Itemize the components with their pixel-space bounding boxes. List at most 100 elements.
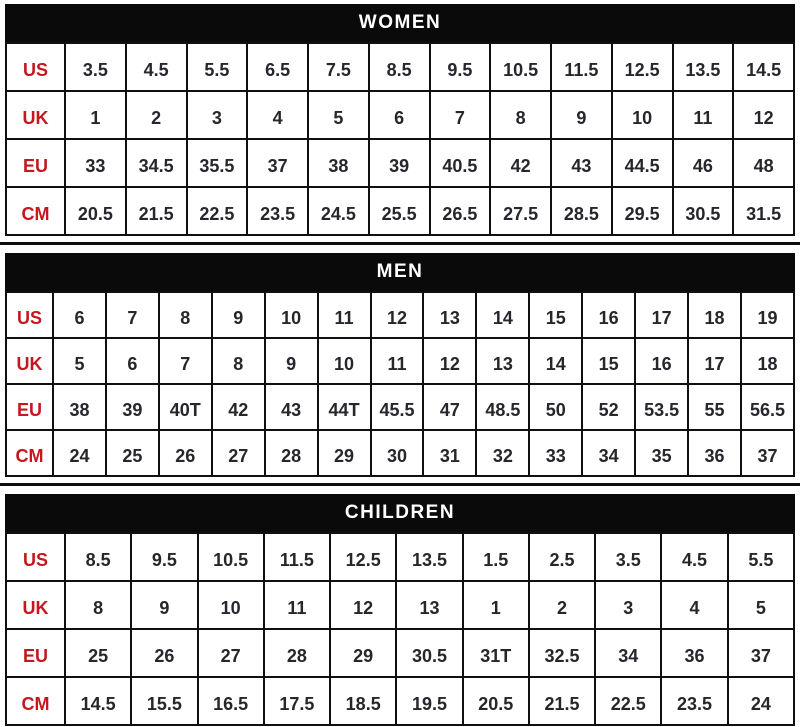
table-row: UK 8 9 10 11 12 13 1 2 3 4 5: [5, 580, 796, 630]
size-cell: 16: [581, 291, 637, 339]
size-cell: 52: [581, 383, 637, 431]
size-cell: 14.5: [63, 676, 133, 726]
size-cell: 42: [489, 138, 552, 188]
size-cell: 3.5: [64, 42, 127, 92]
table-title-children: CHILDREN: [5, 494, 795, 532]
size-cell: 26: [157, 429, 213, 477]
size-cell: 18: [687, 291, 742, 339]
size-cell: 26.5: [428, 186, 492, 236]
size-cell: 44.5: [610, 138, 674, 188]
size-cell: 8.5: [63, 532, 133, 582]
size-cell: 23.5: [660, 676, 729, 726]
size-cell: 53.5: [634, 383, 690, 431]
size-cell: 11: [671, 90, 735, 140]
children-size-grid: US 8.5 9.5 10.5 11.5 12.5 13.5 1.5 2.5 3.5 4.5 5.5 U…: [5, 532, 796, 726]
size-cell: 6: [52, 291, 107, 339]
size-cell: 8.5: [367, 42, 431, 92]
size-cell: 34.5: [124, 138, 188, 188]
size-cell: 12: [422, 337, 478, 385]
table-title-women: WOMEN: [5, 4, 795, 42]
size-cell: 5: [726, 580, 796, 630]
size-cell: 7.5: [307, 42, 370, 92]
size-cell: 18.5: [329, 676, 398, 726]
size-cell: 50: [528, 383, 584, 431]
size-cell: 30: [369, 429, 425, 477]
size-cell: 43: [263, 383, 319, 431]
size-cell: 3.5: [594, 532, 663, 582]
row-label-us: US: [5, 291, 54, 339]
size-cell: 4.5: [124, 42, 188, 92]
size-cell: 7: [157, 337, 213, 385]
size-cell: 3: [594, 580, 663, 630]
row-label-us: US: [5, 532, 66, 582]
size-table-men: MEN US 6 7 8 9 10 11 12 13 14 15 16 17 18 19 UK 5 6 7 8 9 10 1…: [5, 253, 796, 477]
size-cell: 5.5: [726, 532, 796, 582]
size-cell: 5.5: [185, 42, 249, 92]
size-cell: 40T: [157, 383, 213, 431]
size-cell: 20.5: [461, 676, 530, 726]
size-cell: 45.5: [369, 383, 425, 431]
size-cell: 12.5: [610, 42, 674, 92]
size-cell: 19: [739, 291, 796, 339]
size-cell: 35: [634, 429, 690, 477]
size-cell: 38: [52, 383, 107, 431]
size-cell: 33: [64, 138, 127, 188]
size-cell: 4.5: [660, 532, 729, 582]
size-cell: 14: [475, 291, 531, 339]
size-cell: 20.5: [64, 186, 127, 236]
size-table-women: WOMEN US 3.5 4.5 5.5 6.5 7.5 8.5 9.5 10.5 11.5 12.…: [5, 4, 795, 236]
size-cell: 1.5: [461, 532, 530, 582]
size-cell: 6: [367, 90, 431, 140]
size-cell: 11.5: [262, 532, 332, 582]
size-cell: 1: [461, 580, 530, 630]
size-cell: 10: [316, 337, 372, 385]
size-cell: 10: [196, 580, 265, 630]
row-label-uk: UK: [5, 90, 66, 140]
size-cell: 27: [196, 628, 265, 678]
table-row: EU 33 34.5 35.5 37 38 39 40.5 42 43 44.5 46 48: [5, 138, 795, 188]
size-cell: 32: [475, 429, 531, 477]
size-cell: 38: [307, 138, 370, 188]
size-cell: 2: [124, 90, 188, 140]
table-row: EU 25 26 27 28 29 30.5 31T 32.5 34 36 37: [5, 628, 796, 678]
size-cell: 35.5: [185, 138, 249, 188]
size-cell: 9: [210, 291, 266, 339]
size-cell: 13: [475, 337, 531, 385]
size-cell: 31.5: [732, 186, 795, 236]
size-cell: 29: [316, 429, 372, 477]
row-label-cm: CM: [5, 429, 54, 477]
size-cell: 24.5: [307, 186, 370, 236]
size-cell: 22.5: [185, 186, 249, 236]
size-cell: 27: [210, 429, 266, 477]
size-cell: 2.5: [527, 532, 597, 582]
size-cell: 17: [634, 291, 690, 339]
size-cell: 13: [422, 291, 478, 339]
size-cell: 34: [594, 628, 663, 678]
row-label-cm: CM: [5, 186, 66, 236]
size-cell: 31: [422, 429, 478, 477]
size-cell: 12: [329, 580, 398, 630]
size-cell: 30.5: [671, 186, 735, 236]
row-label-eu: EU: [5, 628, 66, 678]
size-cell: 11.5: [550, 42, 613, 92]
size-cell: 10.5: [196, 532, 265, 582]
size-cell: 29.5: [610, 186, 674, 236]
size-cell: 48.5: [475, 383, 531, 431]
table-row: US 8.5 9.5 10.5 11.5 12.5 13.5 1.5 2.5 3.5 4.5 5.5: [5, 532, 796, 582]
row-label-cm: CM: [5, 676, 66, 726]
table-row: US 3.5 4.5 5.5 6.5 7.5 8.5 9.5 10.5 11.5 12.5 13.5 1…: [5, 42, 795, 92]
size-cell: 16.5: [196, 676, 265, 726]
size-cell: 43: [550, 138, 613, 188]
size-cell: 7: [428, 90, 492, 140]
size-cell: 19.5: [395, 676, 464, 726]
size-cell: 32.5: [527, 628, 597, 678]
size-cell: 40.5: [428, 138, 492, 188]
size-cell: 29: [329, 628, 398, 678]
size-cell: 9: [550, 90, 613, 140]
size-cell: 11: [369, 337, 425, 385]
size-cell: 6: [104, 337, 160, 385]
table-row: EU 38 39 40T 42 43 44T 45.5 47 48.5 50 52 53.5 55 56.5: [5, 383, 796, 431]
size-cell: 39: [104, 383, 160, 431]
size-cell: 14: [528, 337, 584, 385]
size-cell: 9: [130, 580, 199, 630]
